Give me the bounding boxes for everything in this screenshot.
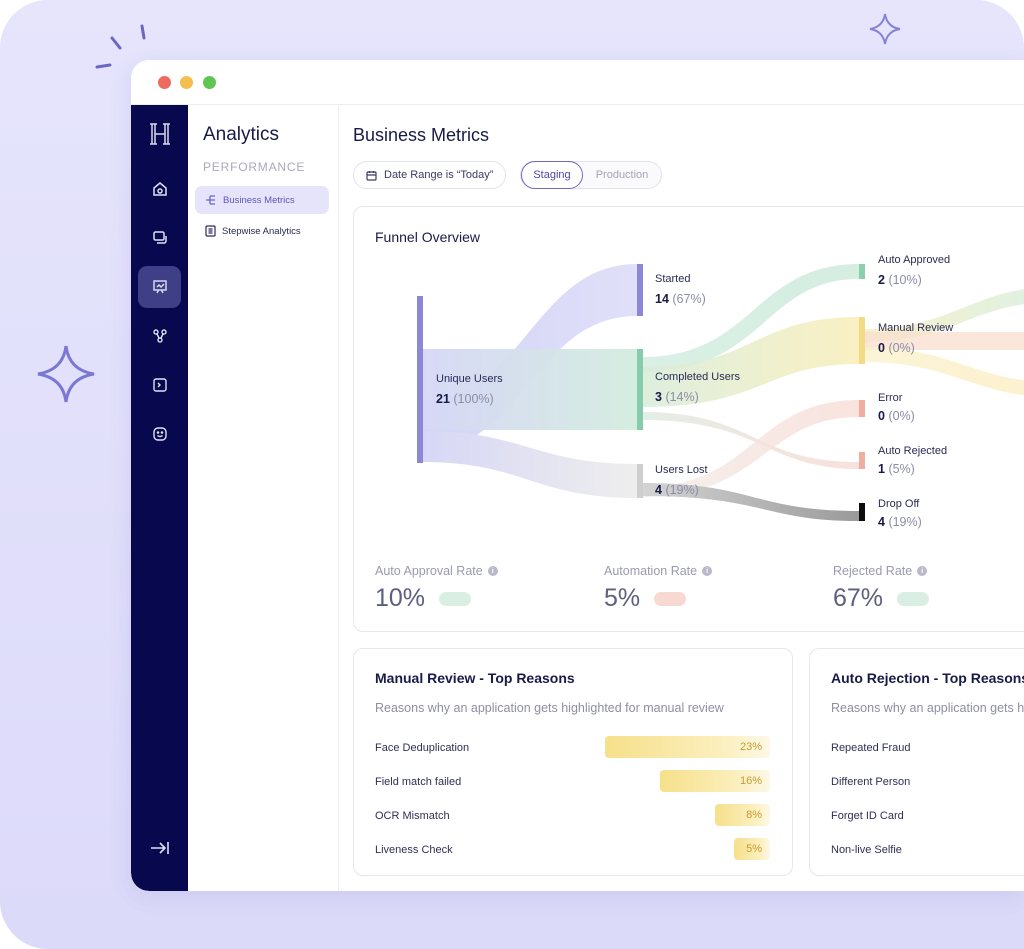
environment-toggle: Staging Production bbox=[520, 161, 662, 189]
node-users-lost-label: Users Lost bbox=[655, 464, 708, 476]
page-title: Business Metrics bbox=[353, 125, 490, 145]
node-manual-review-value: 0 (0%) bbox=[878, 341, 915, 355]
metric-label: Auto Approval Rate bbox=[375, 564, 483, 578]
node-drop-off-value: 4 (19%) bbox=[878, 515, 922, 529]
node-auto-approved-value: 2 (10%) bbox=[878, 273, 922, 287]
node-completed-users-value: 3 (14%) bbox=[655, 390, 699, 404]
reason-label: Different Person bbox=[831, 776, 911, 788]
reason-bar: 8% bbox=[715, 804, 770, 826]
title-bar bbox=[131, 60, 1024, 105]
sparkle-lines-icon bbox=[95, 24, 146, 69]
metric-trend-pill bbox=[439, 591, 472, 606]
auto-rejection-card: Auto Rejection - Top Reasons Reasons why… bbox=[809, 648, 1024, 876]
home-icon[interactable] bbox=[138, 168, 181, 210]
metric-value: 67% bbox=[833, 584, 884, 612]
node-auto-rejected-label: Auto Rejected bbox=[878, 445, 948, 457]
analytics-presentation-icon[interactable] bbox=[138, 266, 181, 308]
node-error-value: 0 (0%) bbox=[878, 409, 915, 423]
reason-label: OCR Mismatch bbox=[375, 810, 450, 822]
minimize-window-button[interactable] bbox=[180, 76, 193, 89]
info-icon[interactable]: i bbox=[702, 566, 713, 576]
metric-auto-approval-rate: Auto Approval Rate i 10% bbox=[375, 564, 498, 613]
node-completed-users-label: Completed Users bbox=[655, 371, 740, 383]
node-users-lost-value: 4 (19%) bbox=[655, 483, 699, 497]
date-range-label: Date Range is “Today” bbox=[384, 169, 494, 181]
sparkle-star-icon bbox=[869, 13, 901, 45]
reason-bar: 5% bbox=[734, 838, 770, 860]
main-content: Business Metrics Date Range is “Today” S… bbox=[339, 105, 1024, 891]
maximize-window-button[interactable] bbox=[203, 76, 216, 89]
node-drop-off-label: Drop Off bbox=[878, 498, 920, 510]
info-icon[interactable]: i bbox=[487, 566, 498, 576]
node-error-label: Error bbox=[878, 392, 903, 404]
sankey-diagram bbox=[417, 264, 1024, 521]
metric-trend-pill bbox=[897, 591, 930, 606]
manual-review-card: Manual Review - Top Reasons Reasons why … bbox=[353, 648, 793, 876]
subnav-item-stepwise-analytics[interactable]: Stepwise Analytics bbox=[195, 217, 329, 245]
app-window: Analytics PERFORMANCE Business Metrics S… bbox=[131, 60, 1024, 891]
node-auto-rejected-value: 1 (5%) bbox=[878, 462, 915, 476]
metric-value: 10% bbox=[375, 584, 426, 612]
logo-h-icon[interactable] bbox=[138, 113, 181, 155]
node-auto-approved-label: Auto Approved bbox=[878, 254, 951, 266]
metric-trend-pill bbox=[654, 591, 687, 606]
icon-rail bbox=[131, 105, 188, 891]
collapse-arrow-icon[interactable] bbox=[138, 827, 181, 869]
reason-bar: 23% bbox=[605, 736, 770, 758]
workflow-icon[interactable] bbox=[138, 315, 181, 357]
node-manual-review-label: Manual Review bbox=[878, 322, 954, 334]
subnav-item-label: Stepwise Analytics bbox=[222, 225, 301, 237]
staging-tab[interactable]: Staging bbox=[521, 161, 583, 189]
node-unique-users-label: Unique Users bbox=[436, 373, 503, 385]
metric-automation-rate: Automation Rate i 5% bbox=[604, 564, 713, 613]
reason-bar: 16% bbox=[660, 770, 770, 792]
section-title: Analytics bbox=[203, 124, 280, 145]
list-document-icon bbox=[205, 225, 216, 237]
smiley-icon[interactable] bbox=[138, 413, 181, 455]
funnel-branch-icon bbox=[206, 195, 215, 205]
node-started-value: 14 (67%) bbox=[655, 292, 706, 306]
metric-value: 5% bbox=[604, 584, 641, 612]
analytics-subnav: Analytics PERFORMANCE Business Metrics S… bbox=[188, 105, 339, 891]
info-icon[interactable]: i bbox=[917, 566, 928, 576]
date-range-filter[interactable]: Date Range is “Today” bbox=[353, 161, 506, 189]
reason-label: Field match failed bbox=[375, 776, 462, 788]
subnav-item-business-metrics[interactable]: Business Metrics bbox=[195, 186, 329, 214]
metric-label: Automation Rate bbox=[604, 564, 698, 578]
node-started-label: Started bbox=[655, 273, 691, 285]
funnel-overview-card: Funnel Overview bbox=[353, 206, 1024, 632]
card-title: Manual Review - Top Reasons bbox=[375, 670, 575, 686]
card-subtitle: Reasons why an application gets highligh… bbox=[375, 701, 724, 715]
reason-label: Non-live Selfie bbox=[831, 844, 902, 856]
section-label: PERFORMANCE bbox=[203, 160, 306, 174]
reason-label: Face Deduplication bbox=[375, 742, 470, 754]
calendar-icon bbox=[366, 170, 377, 181]
documents-icon[interactable] bbox=[138, 217, 181, 259]
reason-label: Forget ID Card bbox=[831, 810, 904, 822]
node-unique-users-value: 21 (100%) bbox=[436, 392, 494, 406]
card-title: Auto Rejection - Top Reasons bbox=[831, 670, 1024, 686]
subnav-item-label: Business Metrics bbox=[223, 194, 295, 206]
card-subtitle: Reasons why an application gets highligh… bbox=[831, 701, 1024, 715]
metric-rejected-rate: Rejected Rate i 67% bbox=[833, 564, 930, 613]
reason-label: Repeated Fraud bbox=[831, 742, 911, 754]
close-window-button[interactable] bbox=[158, 76, 171, 89]
sparkle-star-icon bbox=[37, 345, 95, 403]
terminal-icon[interactable] bbox=[138, 364, 181, 406]
metric-label: Rejected Rate bbox=[833, 564, 913, 578]
funnel-title: Funnel Overview bbox=[375, 229, 481, 245]
production-tab[interactable]: Production bbox=[595, 169, 649, 181]
reason-label: Liveness Check bbox=[375, 844, 453, 856]
